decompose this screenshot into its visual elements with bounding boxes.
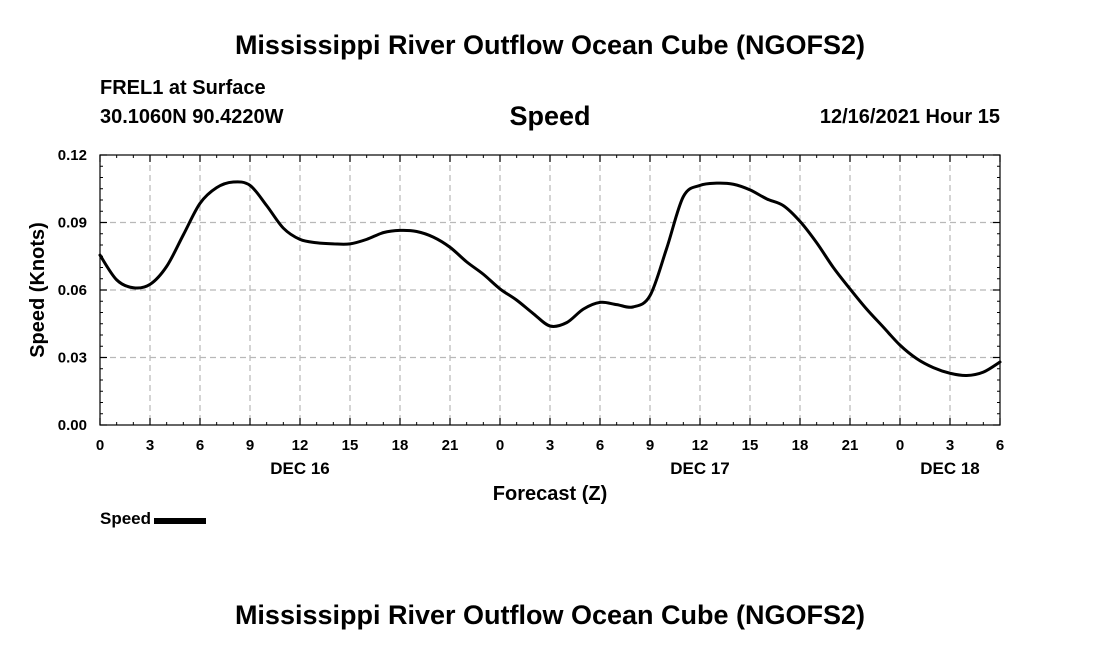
y-axis-title: Speed (Knots): [27, 222, 49, 358]
chart-subtitle: Speed: [509, 101, 591, 131]
y-tick-label: 0.12: [58, 147, 87, 164]
chart-title: Mississippi River Outflow Ocean Cube (NG…: [234, 30, 866, 60]
x-tick-label: 9: [246, 437, 254, 454]
x-tick-label: 12: [692, 437, 709, 454]
x-tick-label: 21: [442, 437, 459, 454]
footer-title: Mississippi River Outflow Ocean Cube (NG…: [234, 600, 866, 630]
station-coordinates: 30.1060N 90.4220W: [100, 106, 284, 128]
speed-series-line: [98, 180, 1002, 378]
x-tick-label: 6: [596, 437, 604, 454]
station-name: FREL1 at Surface: [100, 77, 266, 99]
x-tick-label: 3: [146, 437, 154, 454]
day-label: DEC 16: [270, 459, 330, 478]
x-tick-label: 18: [392, 437, 409, 454]
x-tick-label: 15: [742, 437, 759, 454]
data-layer: [98, 180, 1002, 378]
x-tick-label: 21: [842, 437, 859, 454]
y-tick-label: 0.09: [58, 215, 87, 232]
day-label: DEC 18: [920, 459, 980, 478]
day-label: DEC 17: [670, 459, 730, 478]
x-axis-title: Forecast (Z): [493, 483, 607, 505]
y-tick-label: 0.06: [58, 282, 87, 299]
x-tick-label: 6: [196, 437, 204, 454]
x-tick-label: 18: [792, 437, 809, 454]
x-tick-label: 15: [342, 437, 359, 454]
x-tick-label: 12: [292, 437, 309, 454]
legend-swatch: [154, 517, 207, 524]
legend: Speed: [100, 509, 207, 529]
grid: [100, 155, 1000, 425]
x-tick-label: 3: [546, 437, 554, 454]
plot-frame: [99, 154, 1001, 426]
x-tick-label: 3: [946, 437, 954, 454]
x-tick-label: 9: [646, 437, 654, 454]
forecast-datetime: 12/16/2021 Hour 15: [819, 106, 1000, 128]
x-tick-label: 0: [96, 437, 104, 454]
axis-labels: 0 3 6 9 12 15 18 21 0 3 6 9 12 15 18 21 0 3 6 0.00 0.03 0.06 0…: [58, 147, 1004, 478]
x-tick-label: 6: [996, 437, 1004, 454]
y-tick-label: 0.03: [58, 350, 87, 367]
x-tick-label: 0: [896, 437, 904, 454]
legend-label: Speed: [100, 509, 152, 528]
x-tick-label: 0: [496, 437, 504, 454]
y-tick-label: 0.00: [58, 417, 87, 434]
